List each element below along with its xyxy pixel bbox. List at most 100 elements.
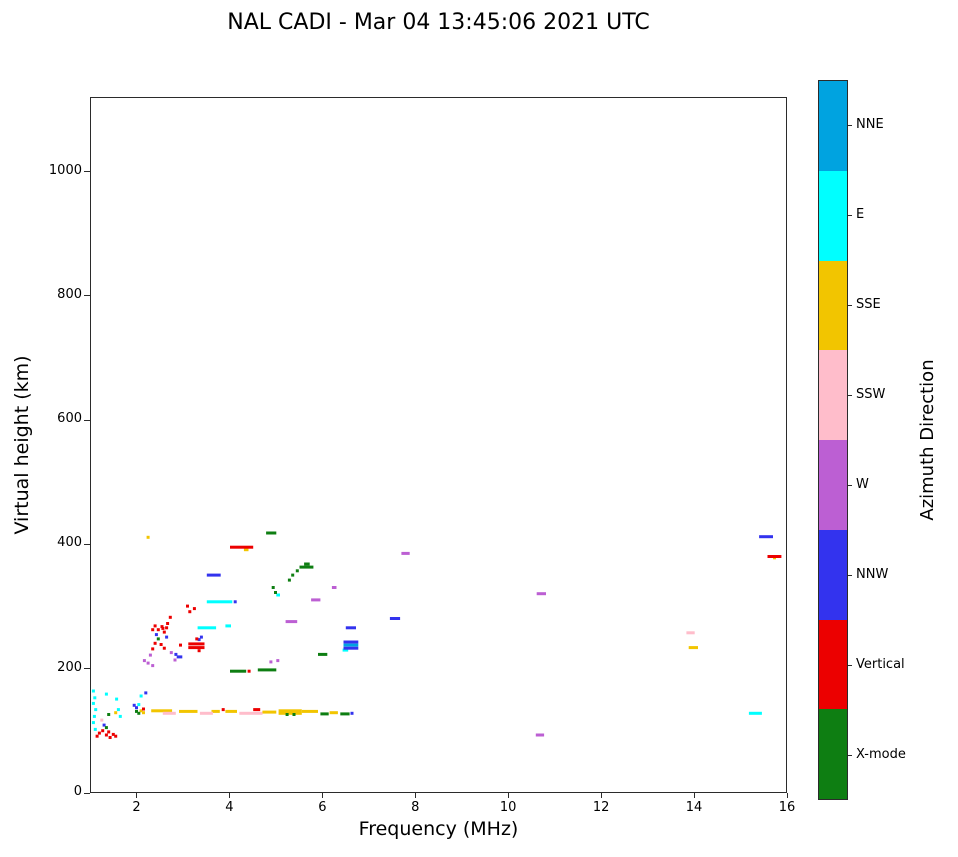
echo-point-vertical [188, 610, 192, 614]
echo-point-nnw [343, 646, 359, 650]
echo-point-w [142, 659, 146, 663]
y-tick-label: 0 [73, 784, 82, 799]
echo-point-vertical [221, 708, 225, 712]
x-tick-label: 2 [132, 800, 141, 815]
y-tick-mark [84, 543, 90, 545]
echo-point-w [311, 598, 321, 602]
colorbar-label-e: E [856, 207, 865, 222]
echo-point-nnw [759, 535, 773, 539]
echo-point-vertical [197, 649, 201, 653]
colorbar-label-nnw: NNW [856, 567, 889, 582]
x-axis-label: Frequency (MHz) [358, 818, 519, 840]
colorbar-segment-nne [819, 81, 847, 171]
echo-point-e [276, 593, 280, 597]
colorbar-tick-mark [848, 574, 852, 576]
echo-point-sse [278, 709, 302, 713]
colorbar-label-nne: NNE [856, 117, 884, 132]
echo-point-vertical [168, 615, 172, 619]
echo-point-w [535, 733, 545, 737]
echo-point-vertical [151, 628, 155, 632]
colorbar-label-sse: SSE [856, 297, 881, 312]
echo-point-nnw [197, 638, 201, 642]
echo-point-ssw [239, 711, 263, 715]
echo-point-w [285, 620, 298, 624]
echo-point-e [92, 714, 96, 718]
x-tick-label: 14 [685, 800, 703, 815]
colorbar-label-vertical: Vertical [856, 657, 905, 672]
x-tick-mark [600, 793, 602, 798]
colorbar-tick-mark [848, 394, 852, 396]
echo-point-nnw [206, 573, 221, 577]
echo-point-e [93, 727, 97, 731]
echo-point-e [137, 703, 141, 707]
x-tick-mark [786, 793, 788, 798]
echo-point-x-mode [135, 709, 138, 713]
echo-point-x-mode [271, 586, 275, 589]
echo-point-x-mode [292, 713, 296, 716]
echo-point-w [146, 661, 150, 665]
echo-point-nnw [135, 706, 138, 710]
echo-point-sse [262, 710, 277, 714]
y-tick-mark [84, 171, 90, 173]
echo-point-sse [278, 711, 302, 715]
echo-point-vertical [107, 730, 111, 734]
echo-point-sse [301, 709, 318, 713]
echo-point-nnw [389, 617, 401, 620]
echo-point-vertical [247, 669, 251, 673]
echo-point-e [91, 689, 95, 693]
echo-point-e [225, 624, 231, 628]
echo-point-nnw [345, 626, 356, 630]
echo-point-x-mode [295, 569, 299, 573]
echo-point-x-mode [104, 726, 108, 730]
echo-point-e [94, 708, 98, 712]
echo-point-vertical [767, 555, 782, 558]
echo-point-sse [179, 709, 198, 713]
echo-point-vertical [186, 604, 189, 608]
echo-point-vertical [142, 707, 145, 711]
echo-point-vertical [188, 646, 205, 650]
y-tick-mark [84, 295, 90, 297]
echo-point-vertical [159, 643, 163, 646]
echo-point-x-mode [230, 669, 247, 673]
echo-point-ssw [100, 718, 104, 722]
echo-point-vertical [161, 626, 165, 630]
x-tick-label: 10 [499, 800, 517, 815]
echo-point-sse [688, 646, 698, 650]
echo-point-vertical [153, 641, 157, 645]
echo-point-vertical [104, 733, 108, 737]
colorbar-label-ssw: SSW [856, 387, 886, 402]
echo-point-e [104, 692, 108, 696]
echo-point-e [116, 708, 120, 712]
echo-point-vertical [156, 628, 160, 632]
echo-point-nnw [132, 703, 136, 707]
y-tick-mark [84, 419, 90, 421]
x-tick-mark [414, 793, 416, 798]
echo-point-nnw [176, 655, 183, 659]
echo-point-sse [139, 709, 143, 713]
echo-point-nne [343, 643, 359, 647]
echo-point-vertical [101, 729, 105, 733]
echo-point-e [748, 711, 762, 715]
x-tick-label: 4 [225, 800, 234, 815]
echo-point-sse [114, 711, 118, 715]
echo-point-e [342, 648, 349, 652]
echo-point-vertical [188, 642, 205, 646]
y-tick-label: 800 [57, 286, 82, 302]
x-tick-mark [228, 793, 230, 798]
x-tick-label: 6 [318, 800, 327, 815]
echo-point-nnw [144, 691, 148, 695]
echo-point-w [173, 658, 177, 662]
chart-title: NAL CADI - Mar 04 13:45:06 2021 UTC [227, 10, 650, 35]
echo-point-w [401, 551, 410, 555]
echo-point-vertical [253, 708, 261, 712]
echo-point-ssw [162, 711, 176, 715]
echo-point-x-mode [137, 711, 141, 715]
echo-point-x-mode [304, 562, 310, 566]
echo-point-nnw [343, 640, 359, 644]
echo-point-vertical [151, 647, 155, 651]
echo-point-vertical [95, 734, 99, 738]
echo-point-w [269, 660, 273, 664]
echo-point-x-mode [320, 712, 329, 716]
colorbar-segment-w [819, 440, 847, 530]
